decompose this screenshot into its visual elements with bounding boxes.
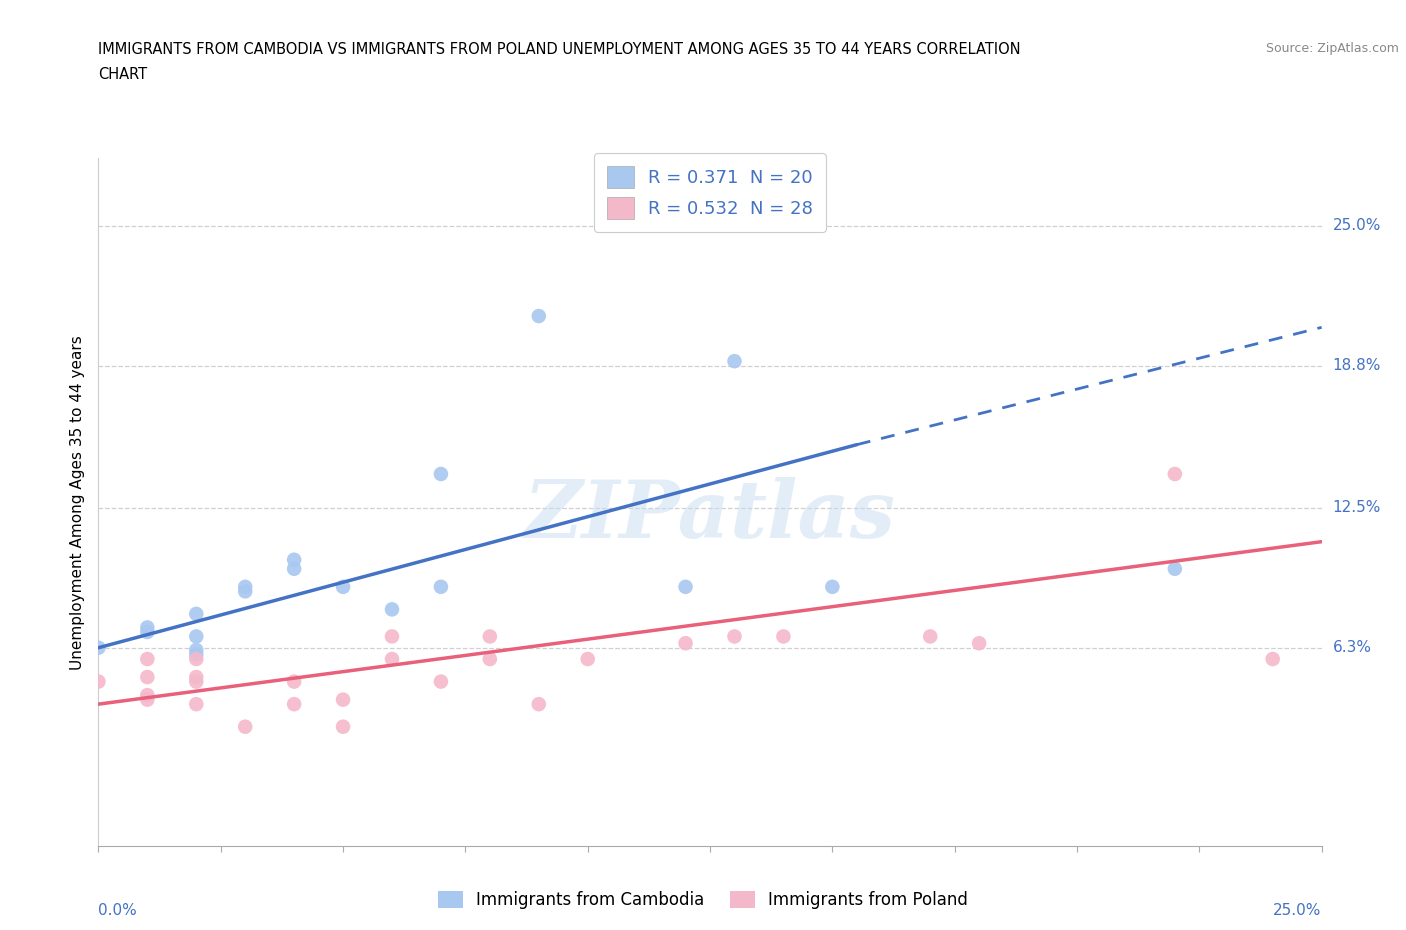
Point <box>186 629 208 644</box>
Point <box>233 719 256 734</box>
Point <box>723 629 745 644</box>
Legend: Immigrants from Cambodia, Immigrants from Poland: Immigrants from Cambodia, Immigrants fro… <box>430 883 976 917</box>
Point <box>283 562 305 577</box>
Point <box>821 579 844 594</box>
Point <box>136 670 159 684</box>
Point <box>186 697 208 711</box>
Point <box>723 353 745 368</box>
Point <box>967 636 990 651</box>
Point <box>1164 562 1187 577</box>
Point <box>186 652 208 667</box>
Point <box>186 674 208 689</box>
Legend: R = 0.371  N = 20, R = 0.532  N = 28: R = 0.371 N = 20, R = 0.532 N = 28 <box>595 153 825 232</box>
Point <box>136 687 159 702</box>
Text: 25.0%: 25.0% <box>1274 903 1322 918</box>
Point <box>1261 652 1284 667</box>
Text: Source: ZipAtlas.com: Source: ZipAtlas.com <box>1265 42 1399 55</box>
Point <box>430 674 453 689</box>
Point <box>920 629 942 644</box>
Point <box>772 629 794 644</box>
Text: 0.0%: 0.0% <box>98 903 138 918</box>
Point <box>478 629 501 644</box>
Point <box>87 640 110 655</box>
Point <box>675 636 697 651</box>
Point <box>283 697 305 711</box>
Point <box>186 670 208 684</box>
Point <box>332 692 354 707</box>
Point <box>136 692 159 707</box>
Point <box>527 309 550 324</box>
Point <box>233 584 256 599</box>
Text: CHART: CHART <box>98 67 148 82</box>
Point <box>576 652 599 667</box>
Text: 18.8%: 18.8% <box>1333 358 1381 373</box>
Point <box>136 625 159 640</box>
Point <box>381 629 404 644</box>
Point <box>1164 467 1187 482</box>
Point <box>527 697 550 711</box>
Text: 25.0%: 25.0% <box>1333 219 1381 233</box>
Point <box>381 602 404 617</box>
Text: ZIPatlas: ZIPatlas <box>524 477 896 554</box>
Point <box>332 719 354 734</box>
Point <box>430 579 453 594</box>
Point <box>186 647 208 662</box>
Point <box>478 652 501 667</box>
Text: 6.3%: 6.3% <box>1333 640 1372 656</box>
Y-axis label: Unemployment Among Ages 35 to 44 years: Unemployment Among Ages 35 to 44 years <box>69 335 84 670</box>
Point <box>332 579 354 594</box>
Point <box>283 674 305 689</box>
Point <box>430 467 453 482</box>
Point <box>233 579 256 594</box>
Point <box>136 652 159 667</box>
Text: 12.5%: 12.5% <box>1333 500 1381 515</box>
Point <box>381 652 404 667</box>
Point <box>675 579 697 594</box>
Point <box>186 606 208 621</box>
Point <box>136 620 159 635</box>
Text: IMMIGRANTS FROM CAMBODIA VS IMMIGRANTS FROM POLAND UNEMPLOYMENT AMONG AGES 35 TO: IMMIGRANTS FROM CAMBODIA VS IMMIGRANTS F… <box>98 42 1021 57</box>
Point <box>186 643 208 658</box>
Point <box>87 674 110 689</box>
Point <box>283 552 305 567</box>
